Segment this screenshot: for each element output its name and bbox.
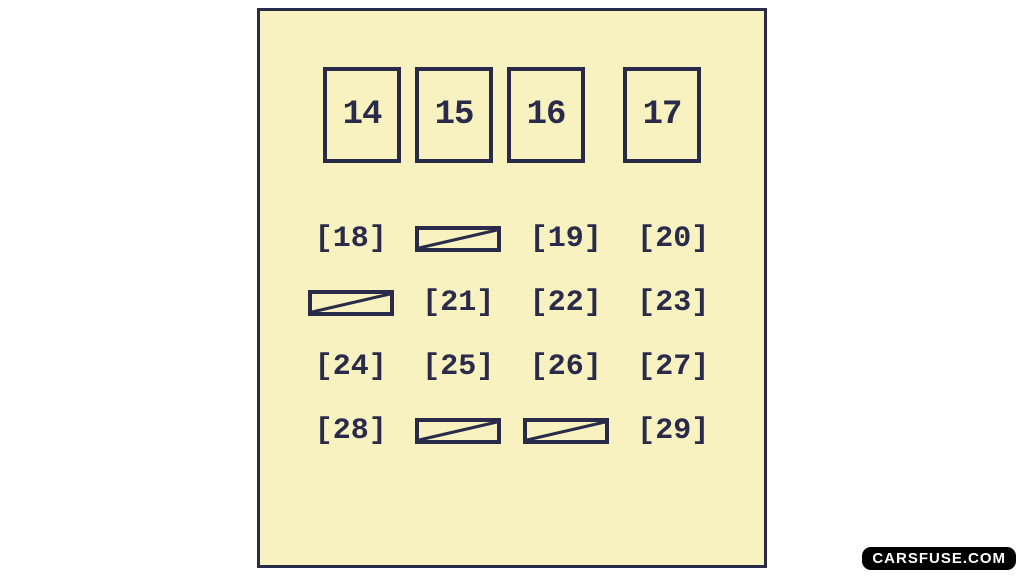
fuse-slot: [26] xyxy=(521,347,611,387)
fuse-label: 28 xyxy=(333,414,369,448)
relay-label: 15 xyxy=(435,96,474,134)
fuse-label: 23 xyxy=(655,286,691,320)
fuse-label: 18 xyxy=(333,222,369,256)
spare-slot xyxy=(306,283,396,323)
fuse-slot: [24] xyxy=(306,347,396,387)
fuse-label: 24 xyxy=(333,350,369,384)
fuse-slot: [25] xyxy=(414,347,504,387)
fuse-row: [24] [25] [26] [27] xyxy=(306,347,718,387)
fuse-slot: [21] xyxy=(414,283,504,323)
relay-label: 16 xyxy=(527,96,566,134)
fuse-label: 20 xyxy=(655,222,691,256)
spare-slot xyxy=(414,219,504,259)
fuse-row: [21] [22] [23] xyxy=(306,283,718,323)
relay-box: 16 xyxy=(507,67,585,163)
fuse-slot: [28] xyxy=(306,411,396,451)
spare-slot xyxy=(414,411,504,451)
fuse-label: 29 xyxy=(655,414,691,448)
relay-box: 17 xyxy=(623,67,701,163)
fuse-slot: [29] xyxy=(629,411,719,451)
fuse-label: 27 xyxy=(655,350,691,384)
fuse-slot: [19] xyxy=(521,219,611,259)
fuse-slot: [18] xyxy=(306,219,396,259)
relay-label: 14 xyxy=(343,96,382,134)
spare-slot xyxy=(521,411,611,451)
fuse-slot: [23] xyxy=(629,283,719,323)
fuse-label: 19 xyxy=(548,222,584,256)
fuse-slot: [22] xyxy=(521,283,611,323)
fuse-row: [18] [19] [20] xyxy=(306,219,718,259)
relay-box: 15 xyxy=(415,67,493,163)
fuse-row: [28] [29] xyxy=(306,411,718,451)
watermark-badge: CARSFUSE.COM xyxy=(862,547,1016,570)
fuse-label: 21 xyxy=(440,286,476,320)
watermark-text: CARSFUSE.COM xyxy=(872,550,1006,567)
relay-row: 14 15 16 17 xyxy=(260,67,764,163)
fuse-panel: 14 15 16 17 [18] [19] [20] [21] [22] [23… xyxy=(257,8,767,568)
fuse-label: 22 xyxy=(548,286,584,320)
fuse-label: 25 xyxy=(440,350,476,384)
relay-label: 17 xyxy=(643,96,682,134)
relay-box: 14 xyxy=(323,67,401,163)
fuse-label: 26 xyxy=(548,350,584,384)
fuse-slot: [27] xyxy=(629,347,719,387)
fuse-block: [18] [19] [20] [21] [22] [23] [24] [25] … xyxy=(260,219,764,451)
fuse-slot: [20] xyxy=(629,219,719,259)
